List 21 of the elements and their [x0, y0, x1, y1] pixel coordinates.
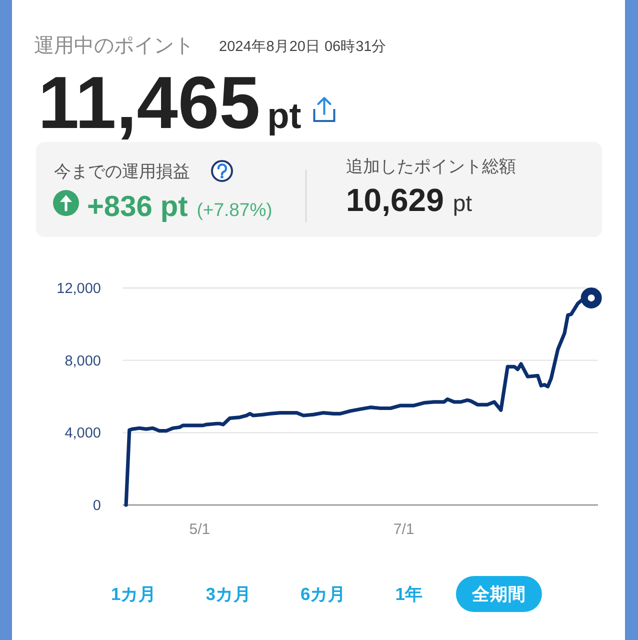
text: 1カ月: [111, 584, 157, 604]
y-tick-label: 0: [92, 498, 101, 514]
text: pt: [452, 190, 473, 216]
text: 6カ月: [300, 584, 346, 604]
text: 追加したポイント総額: [346, 157, 516, 176]
text: pt: [267, 95, 302, 136]
text: 2024年8月20日 06時31分: [219, 38, 387, 55]
y-tick-label: 8,000: [64, 353, 101, 370]
y-tick-label: 12,000: [56, 281, 101, 297]
text: 1年: [395, 584, 423, 604]
text: 10,629: [346, 182, 444, 218]
text: (+7.87%): [196, 199, 272, 220]
text: 運用中のポイント: [34, 35, 194, 57]
x-tick-label: 7/1: [393, 521, 414, 538]
text: 今までの運用損益: [54, 162, 190, 181]
button-selected: 全期間: [456, 576, 542, 612]
y-tick-label: 4,000: [64, 426, 101, 442]
x-tick-label: 5/1: [189, 521, 210, 538]
text: +836 pt: [87, 191, 188, 223]
text: 3カ月: [206, 584, 252, 604]
text: 11,465: [38, 61, 260, 144]
